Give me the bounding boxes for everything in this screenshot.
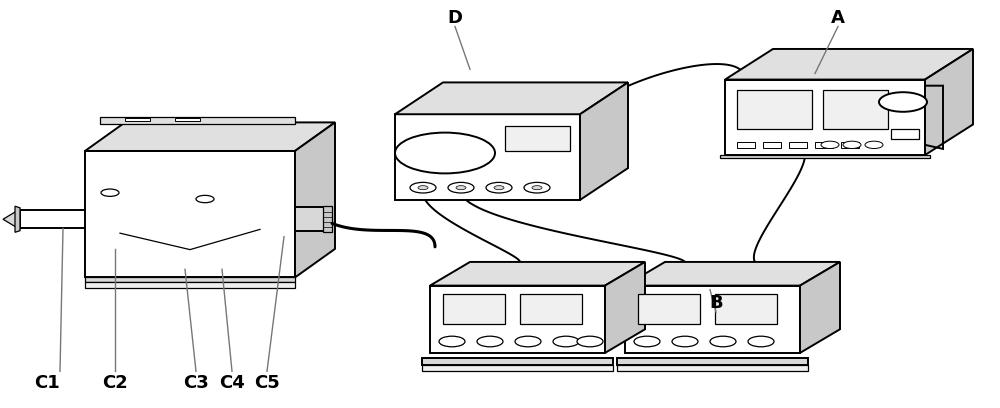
Bar [617, 365, 808, 371]
Bar [737, 90, 812, 129]
Circle shape [448, 182, 474, 193]
Circle shape [418, 186, 428, 190]
Polygon shape [3, 209, 20, 229]
Bar [763, 142, 781, 148]
Text: A: A [831, 9, 845, 27]
Polygon shape [625, 262, 840, 286]
Circle shape [748, 336, 774, 347]
Text: C1: C1 [34, 374, 60, 392]
Circle shape [710, 336, 736, 347]
Circle shape [577, 336, 603, 347]
Bar [100, 117, 295, 124]
Polygon shape [725, 80, 925, 155]
Circle shape [410, 182, 436, 193]
Circle shape [532, 186, 542, 190]
Bar [715, 294, 777, 324]
Bar [841, 142, 859, 148]
Circle shape [821, 141, 839, 149]
Bar [720, 155, 930, 158]
Polygon shape [800, 262, 840, 353]
Bar [891, 129, 919, 139]
Circle shape [486, 182, 512, 193]
Circle shape [196, 195, 214, 203]
Polygon shape [625, 286, 800, 353]
Bar [823, 90, 888, 129]
Circle shape [865, 141, 883, 149]
Circle shape [634, 336, 660, 347]
Bar [737, 142, 755, 148]
Circle shape [843, 141, 861, 149]
Polygon shape [85, 122, 335, 151]
Circle shape [515, 336, 541, 347]
Circle shape [672, 336, 698, 347]
Bar [125, 118, 150, 121]
Text: C3: C3 [183, 374, 209, 392]
Bar [422, 365, 613, 371]
Text: D: D [448, 9, 462, 27]
Bar [85, 277, 295, 282]
Circle shape [494, 186, 504, 190]
Polygon shape [925, 49, 973, 155]
Bar [422, 358, 613, 365]
Text: C5: C5 [254, 374, 280, 392]
Polygon shape [395, 114, 580, 200]
Circle shape [439, 336, 465, 347]
Text: B: B [709, 294, 723, 312]
Bar [323, 206, 332, 232]
Circle shape [101, 189, 119, 196]
Bar [85, 282, 295, 288]
Circle shape [477, 336, 503, 347]
Bar [520, 294, 582, 324]
Text: C4: C4 [219, 374, 245, 392]
Bar [789, 142, 807, 148]
Bar [295, 207, 330, 231]
Polygon shape [430, 286, 605, 353]
Circle shape [524, 182, 550, 193]
Bar [443, 294, 505, 324]
Polygon shape [15, 206, 20, 232]
Bar [638, 294, 700, 324]
Polygon shape [430, 262, 645, 286]
Polygon shape [85, 151, 295, 277]
Polygon shape [725, 49, 973, 80]
Circle shape [879, 92, 927, 112]
Polygon shape [395, 82, 628, 114]
Polygon shape [605, 262, 645, 353]
Polygon shape [295, 122, 335, 277]
Circle shape [553, 336, 579, 347]
Circle shape [456, 186, 466, 190]
Text: C2: C2 [102, 374, 128, 392]
Polygon shape [580, 82, 628, 200]
Bar [815, 142, 833, 148]
Bar [505, 126, 570, 151]
Bar [617, 358, 808, 365]
Bar [175, 118, 200, 121]
Circle shape [395, 133, 495, 173]
